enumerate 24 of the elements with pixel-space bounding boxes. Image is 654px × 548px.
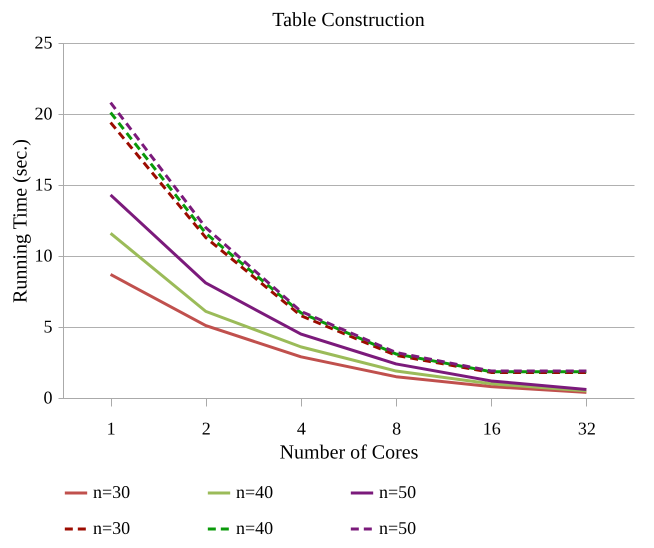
x-tick-label: 32 (578, 418, 596, 438)
x-tick-label: 8 (392, 418, 402, 438)
x-tick-label: 16 (482, 418, 501, 438)
line-series (109, 193, 588, 391)
line-series (109, 232, 588, 392)
legend-label: n=50 (379, 518, 416, 538)
y-tick-label: 25 (34, 32, 52, 52)
legend-label: n=30 (93, 482, 130, 502)
chart-title: Table Construction (272, 9, 425, 31)
y-tick-label: 5 (44, 316, 52, 336)
legend-label: n=50 (379, 482, 416, 502)
y-tick-label: 10 (34, 246, 52, 266)
x-tick-label: 2 (202, 418, 211, 438)
y-tick-label: 20 (34, 104, 52, 124)
y-tick-label: 0 (44, 388, 52, 408)
x-axis-title: Number of Cores (280, 442, 419, 464)
y-axis-title: Running Time (sec.) (10, 139, 32, 303)
x-tick-label: 4 (296, 418, 306, 438)
legend-label: n=40 (236, 518, 274, 538)
legend-label: n=40 (236, 482, 274, 502)
x-tick-label: 1 (106, 418, 116, 438)
legend-label: n=30 (93, 518, 130, 538)
y-tick-label: 15 (34, 174, 52, 194)
line-series (109, 272, 588, 394)
